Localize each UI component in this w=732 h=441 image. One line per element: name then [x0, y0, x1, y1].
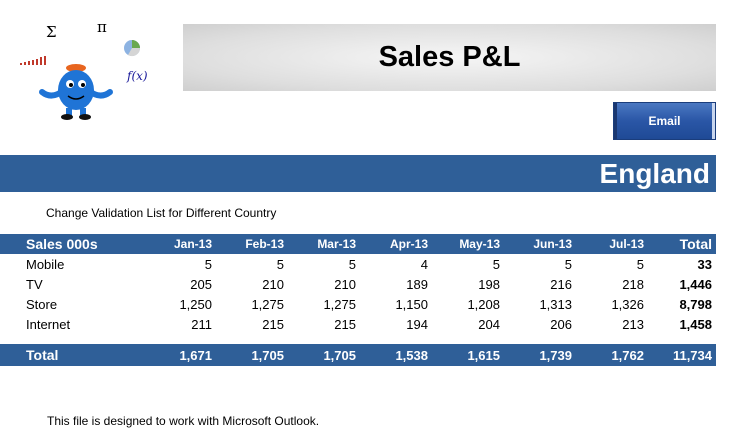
cell[interactable]: 205	[190, 276, 212, 292]
country-banner: England	[0, 155, 716, 192]
cell[interactable]: 5	[636, 256, 644, 272]
spacer-row	[0, 334, 716, 344]
total-cell[interactable]: 1,671	[144, 344, 216, 366]
grand-total-row: Total 1,671 1,705 1,705 1,538 1,615 1,73…	[0, 344, 716, 366]
cell[interactable]: 206	[550, 316, 572, 332]
total-cell[interactable]: 1,615	[432, 344, 504, 366]
cell[interactable]: 210	[262, 276, 284, 292]
title-banner: Sales P&L	[183, 24, 716, 91]
cell[interactable]: 1,313	[539, 296, 572, 312]
total-cell[interactable]: 1,705	[216, 344, 288, 366]
row-total[interactable]: 1,458	[679, 316, 712, 332]
cell[interactable]: 215	[262, 316, 284, 332]
table-row: Internet 211 215 215 194 204 206 213 1,4…	[0, 314, 716, 334]
month-header: Mar-13	[288, 234, 360, 254]
pie-chart-icon	[124, 40, 141, 57]
cell[interactable]: 5	[564, 256, 572, 272]
cell[interactable]: 216	[550, 276, 572, 292]
cell[interactable]: 5	[204, 256, 212, 272]
month-header: Jul-13	[576, 234, 648, 254]
table-row: Store 1,250 1,275 1,275 1,150 1,208 1,31…	[0, 294, 716, 314]
page-title: Sales P&L	[378, 41, 521, 73]
sales-table: Sales 000s Jan-13 Feb-13 Mar-13 Apr-13 M…	[0, 234, 716, 366]
cell[interactable]: 5	[276, 256, 284, 272]
month-header: Jun-13	[504, 234, 576, 254]
row-label: Store	[26, 296, 58, 312]
mascot-logo: Σ π f(x)	[14, 14, 174, 126]
total-cell[interactable]: 1,705	[288, 344, 360, 366]
cell[interactable]: 1,275	[251, 296, 284, 312]
cell[interactable]: 5	[492, 256, 500, 272]
cell[interactable]: 194	[406, 316, 428, 332]
validation-note: Change Validation List for Different Cou…	[46, 206, 277, 220]
row-label: Mobile	[26, 256, 65, 272]
cell[interactable]: 204	[478, 316, 500, 332]
total-row-label: Total	[0, 344, 144, 366]
cell[interactable]: 218	[622, 276, 644, 292]
cell[interactable]: 4	[420, 256, 428, 272]
cell[interactable]: 213	[622, 316, 644, 332]
cell[interactable]: 1,326	[611, 296, 644, 312]
month-header: Feb-13	[216, 234, 288, 254]
cell[interactable]: 1,208	[467, 296, 500, 312]
country-name: England	[599, 157, 710, 189]
row-total[interactable]: 8,798	[679, 296, 712, 312]
cell[interactable]: 189	[406, 276, 428, 292]
total-header: Total	[648, 234, 716, 254]
month-header: May-13	[432, 234, 504, 254]
cell[interactable]: 1,150	[395, 296, 428, 312]
mascot-figure	[39, 64, 113, 120]
cell[interactable]: 1,250	[179, 296, 212, 312]
email-button[interactable]: Email	[613, 102, 716, 140]
total-cell[interactable]: 1,538	[360, 344, 432, 366]
bar-chart-icon	[20, 56, 46, 65]
table-row: TV 205 210 210 189 198 216 218 1,446	[0, 274, 716, 294]
row-total[interactable]: 33	[697, 256, 712, 272]
month-header: Jan-13	[144, 234, 216, 254]
corner-label: Sales 000s	[0, 234, 144, 254]
footer-note: This file is designed to work with Micro…	[47, 414, 320, 428]
fx-symbol: f(x)	[126, 69, 148, 83]
cell[interactable]: 1,275	[323, 296, 356, 312]
month-header: Apr-13	[360, 234, 432, 254]
cell[interactable]: 211	[191, 316, 212, 332]
grand-total[interactable]: 11,734	[648, 344, 716, 366]
cell[interactable]: 198	[478, 276, 500, 292]
cell[interactable]: 215	[334, 316, 356, 332]
sigma-symbol: Σ	[46, 23, 57, 41]
table-header-row: Sales 000s Jan-13 Feb-13 Mar-13 Apr-13 M…	[0, 234, 716, 254]
total-cell[interactable]: 1,762	[576, 344, 648, 366]
total-cell[interactable]: 1,739	[504, 344, 576, 366]
row-label: TV	[26, 276, 43, 292]
pi-symbol: π	[97, 18, 107, 36]
row-label: Internet	[26, 316, 71, 332]
row-total[interactable]: 1,446	[679, 276, 712, 292]
cell[interactable]: 210	[334, 276, 356, 292]
table-row: Mobile 5 5 5 4 5 5 5 33	[0, 254, 716, 274]
cell[interactable]: 5	[348, 256, 356, 272]
